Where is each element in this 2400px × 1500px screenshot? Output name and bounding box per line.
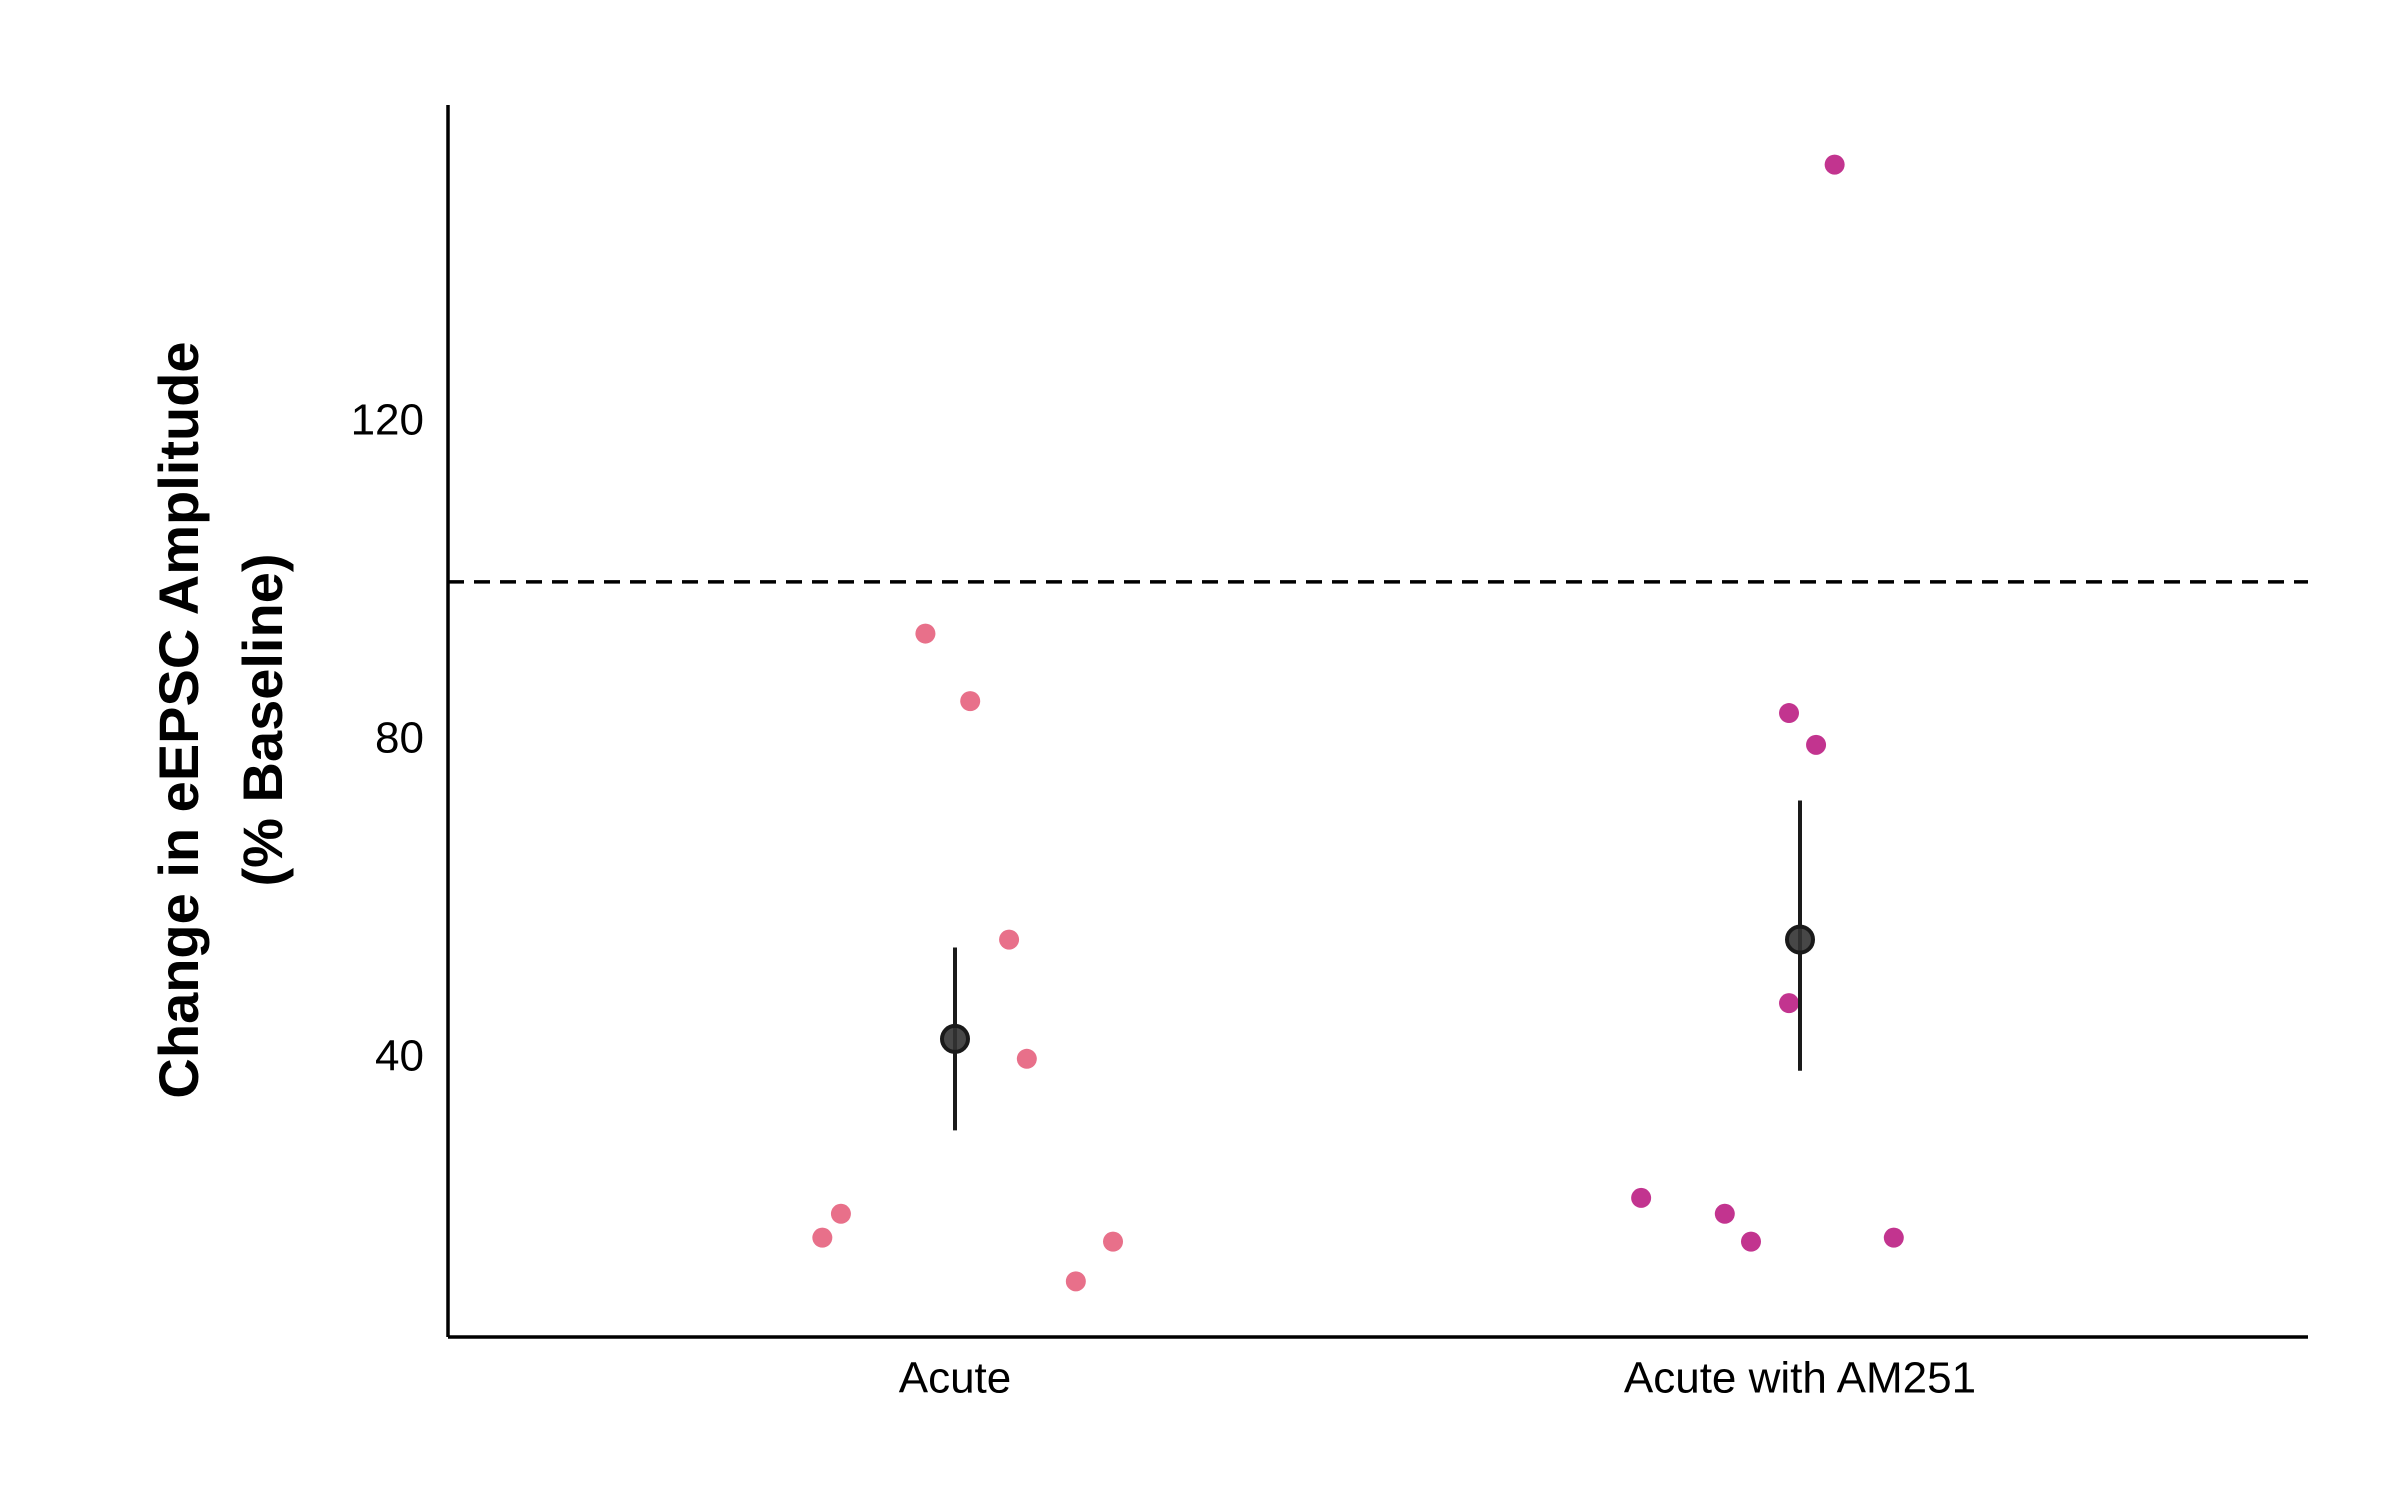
data-point bbox=[1824, 154, 1845, 175]
axes bbox=[446, 105, 2308, 1339]
data-point bbox=[960, 691, 981, 712]
data-point bbox=[1714, 1203, 1735, 1224]
x-tick-label: Acute with AM251 bbox=[1624, 1354, 1976, 1403]
data-point bbox=[1065, 1271, 1086, 1292]
data-point bbox=[830, 1203, 851, 1224]
x-tick-label: Acute bbox=[899, 1354, 1012, 1403]
data-point bbox=[999, 929, 1020, 950]
data-point bbox=[1740, 1231, 1761, 1252]
summary-layer bbox=[940, 800, 1815, 1131]
data-point bbox=[1103, 1231, 1124, 1252]
data-point bbox=[812, 1227, 833, 1248]
data-point bbox=[1779, 703, 1800, 724]
data-point bbox=[1883, 1227, 1904, 1248]
y-tick-label: 80 bbox=[375, 713, 424, 762]
y-tick-label: 40 bbox=[375, 1031, 424, 1080]
data-point bbox=[1631, 1187, 1652, 1208]
y-axis-title-line-1: Change in eEPSC Amplitude bbox=[147, 341, 210, 1098]
y-tick-label: 120 bbox=[351, 396, 424, 445]
x-tick-labels: Acute Acute with AM251 bbox=[899, 1354, 1976, 1403]
y-axis-title-line-2: (% Baseline) bbox=[231, 554, 294, 887]
data-point bbox=[1779, 993, 1800, 1014]
data-point bbox=[1806, 734, 1827, 755]
y-tick-labels: 40 80 120 bbox=[351, 396, 424, 1081]
data-point bbox=[1016, 1048, 1037, 1069]
data-point bbox=[915, 623, 936, 644]
mean-point bbox=[940, 1023, 970, 1054]
data-points-layer bbox=[812, 154, 1904, 1292]
mean-point bbox=[1785, 924, 1815, 955]
y-axis-title: Change in eEPSC Amplitude (% Baseline) bbox=[147, 341, 294, 1098]
